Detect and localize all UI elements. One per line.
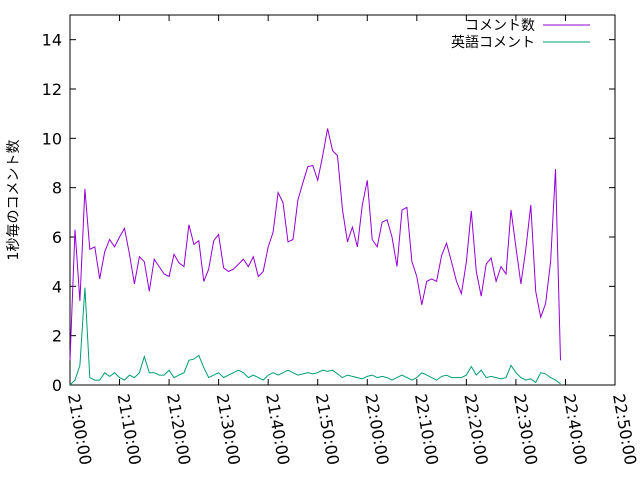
series-line-2 xyxy=(69,287,561,386)
x-tick-label: 21:50:00 xyxy=(312,392,343,466)
x-tick-label: 22:20:00 xyxy=(460,392,491,466)
y-axis: 0 2 4 6 8 10 12 14 xyxy=(42,31,615,395)
x-tick-label: 22:00:00 xyxy=(361,392,392,466)
x-tick-label: 22:10:00 xyxy=(411,392,442,466)
x-tick-label: 22:40:00 xyxy=(560,392,591,466)
y-axis-label: 1秒毎のコメント数 xyxy=(6,140,22,261)
legend-label-1: コメント数 xyxy=(465,18,535,34)
x-tick-label: 22:30:00 xyxy=(510,392,541,466)
y-tick-label: 12 xyxy=(42,80,62,99)
series-line-1 xyxy=(69,128,561,361)
y-tick-label: 4 xyxy=(52,277,62,296)
legend-label-2: 英語コメント xyxy=(451,34,535,51)
y-tick-label: 0 xyxy=(52,376,62,395)
x-tick-label: 21:40:00 xyxy=(262,392,293,466)
x-tick-label: 21:10:00 xyxy=(114,392,145,466)
y-tick-label: 14 xyxy=(42,31,62,50)
plot-frame xyxy=(69,14,616,386)
x-tick-label: 21:20:00 xyxy=(163,392,194,466)
y-tick-label: 8 xyxy=(52,179,62,198)
x-axis: 21:00:00 21:10:00 21:20:00 21:30:00 21:40:00… xyxy=(64,15,640,466)
x-tick-label: 21:30:00 xyxy=(213,392,244,466)
x-tick-label: 21:00:00 xyxy=(64,392,95,466)
y-tick-label: 2 xyxy=(52,327,62,346)
y-tick-label: 6 xyxy=(52,228,62,247)
y-tick-label: 10 xyxy=(42,129,62,148)
series-lines xyxy=(69,128,561,386)
x-tick-label: 22:50:00 xyxy=(609,392,640,466)
